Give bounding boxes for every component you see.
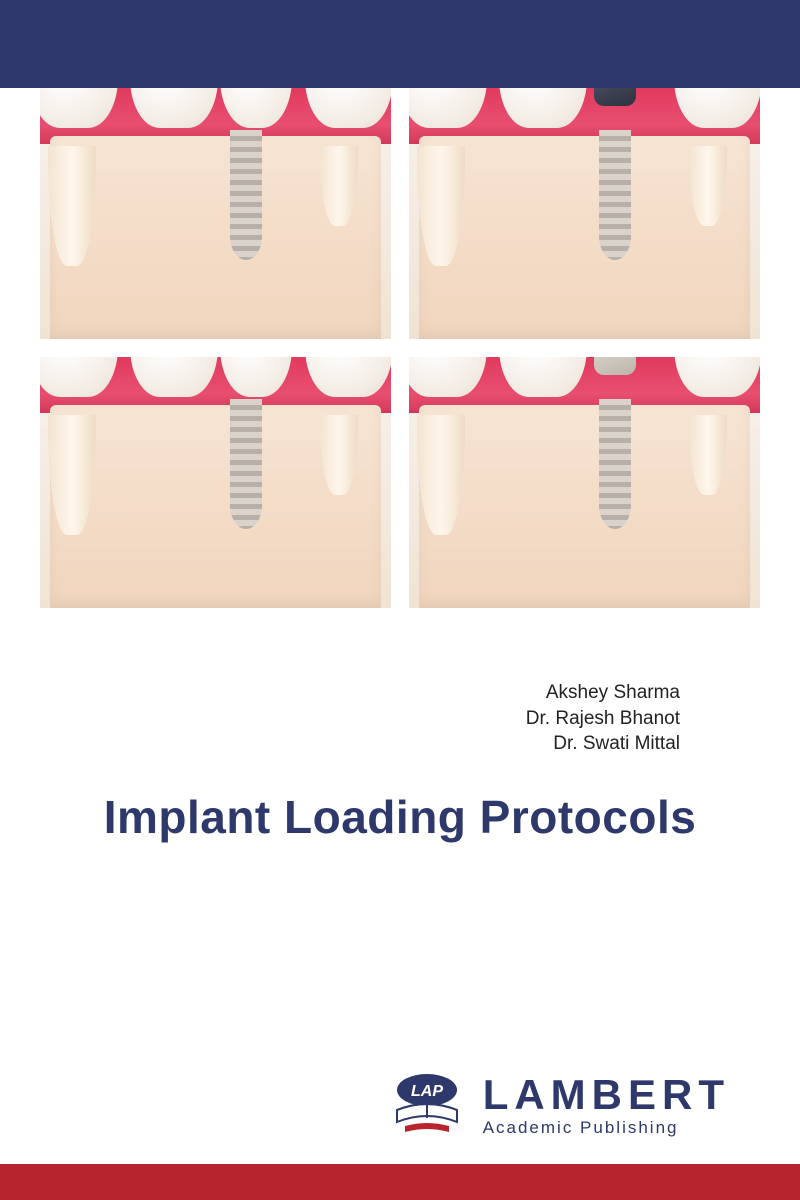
implant-screw [599,130,631,260]
author-line: Dr. Swati Mittal [526,731,680,757]
top-band [0,0,800,88]
illustration-grid [40,88,760,608]
implant-screw [230,130,262,260]
implant-screw [599,399,631,529]
panel-top-left [40,88,391,339]
publisher-logo-icon: LAP [385,1070,469,1142]
implant-abutment-dark [594,88,636,106]
panel-top-right [409,88,760,339]
implant-screw [230,399,262,529]
panel-bottom-right [409,357,760,608]
publisher-subtitle: Academic Publishing [483,1118,730,1138]
author-line: Dr. Rajesh Bhanot [526,706,680,732]
panel-bottom-left [40,357,391,608]
publisher-badge-text: LAP [411,1083,443,1100]
publisher-name: LAMBERT [483,1074,730,1116]
bottom-band [0,1164,800,1200]
publisher-text: LAMBERT Academic Publishing [483,1074,730,1138]
book-title: Implant Loading Protocols [0,790,800,844]
publisher-block: LAP LAMBERT Academic Publishing [385,1070,730,1142]
authors-block: Akshey Sharma Dr. Rajesh Bhanot Dr. Swat… [526,680,680,757]
publisher-name-text: LAMBERT [483,1074,730,1116]
implant-abutment [594,357,636,375]
author-line: Akshey Sharma [526,680,680,706]
